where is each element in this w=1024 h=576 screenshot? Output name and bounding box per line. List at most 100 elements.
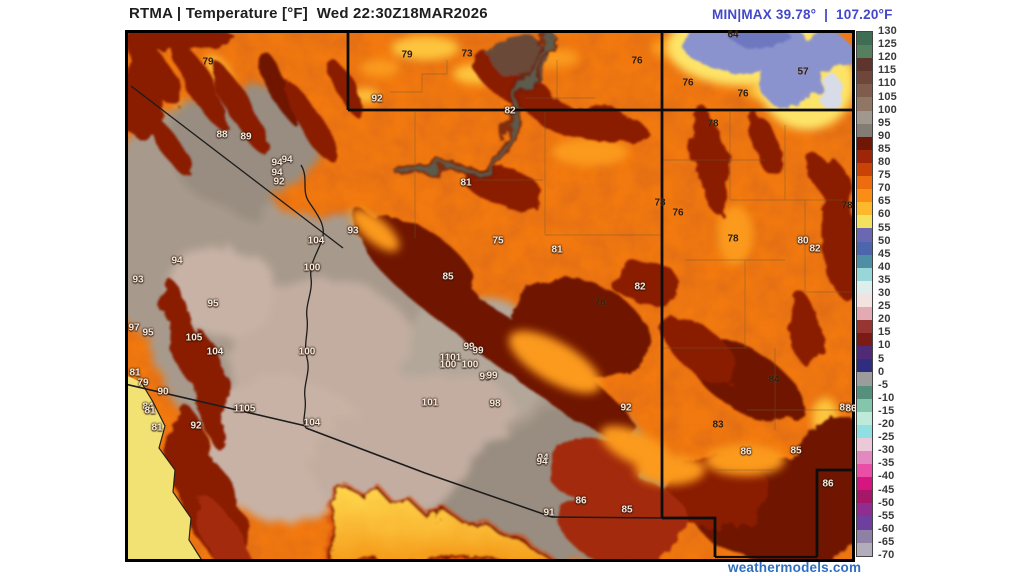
colorbar-segment xyxy=(857,97,872,111)
temperature-label: 95 xyxy=(142,327,154,339)
map-frame xyxy=(125,30,855,562)
colorbar-segment xyxy=(857,123,872,137)
colorbar xyxy=(856,31,873,557)
temperature-labels: 79 79 73 92 88 89 94 94 94 92 81 93 104 100 94 95 93 85 64… xyxy=(125,30,855,562)
colorbar-ticks: 130 125 120 115 110 105 100 95 90 85 80 75 70 65 60 55 5… xyxy=(878,25,918,561)
temperature-label: 100 xyxy=(303,262,321,274)
temperature-label: 92 xyxy=(190,420,202,432)
temperature-label: 99 xyxy=(486,370,498,382)
colorbar-segment xyxy=(857,529,872,543)
colorbar-tick: 100 xyxy=(878,103,897,116)
temperature-label: 78 xyxy=(594,297,606,309)
colorbar-segment xyxy=(857,398,872,412)
temperature-label: 85 xyxy=(790,445,802,457)
temperature-label: 78 xyxy=(707,118,719,130)
colorbar-tick: 20 xyxy=(878,313,891,326)
colorbar-tick: 90 xyxy=(878,129,891,142)
temperature-label: 86 xyxy=(575,495,587,507)
colorbar-tick: 125 xyxy=(878,38,897,51)
temperature-label: 91 xyxy=(543,507,555,519)
temperature-label: 94 xyxy=(271,167,283,179)
colorbar-segment xyxy=(857,176,872,190)
colorbar-tick: 95 xyxy=(878,116,891,129)
temperature-label: 81 xyxy=(151,422,163,434)
colorbar-tick: 45 xyxy=(878,247,891,260)
colorbar-segment xyxy=(857,136,872,150)
colorbar-segment xyxy=(857,241,872,255)
colorbar-segment xyxy=(857,254,872,268)
colorbar-tick: 120 xyxy=(878,51,897,64)
watermark-link[interactable]: weathermodels.com xyxy=(728,560,862,575)
colorbar-segment xyxy=(857,451,872,465)
temperature-label: 101 xyxy=(439,352,457,364)
colorbar-tick: 15 xyxy=(878,326,891,339)
temperature-label: 100 xyxy=(439,359,457,371)
temperature-label: 82 xyxy=(504,105,516,117)
colorbar-tick: -70 xyxy=(878,549,895,561)
colorbar-segment xyxy=(857,411,872,425)
temperature-label: 86 xyxy=(845,403,855,415)
temperature-label: 79 xyxy=(202,56,214,68)
temperature-label: 97 xyxy=(128,322,140,334)
colorbar-tick: -10 xyxy=(878,391,895,404)
canyon xyxy=(390,30,557,177)
temperature-label: 85 xyxy=(442,271,454,283)
temperature-label: 92 xyxy=(371,93,383,105)
temperature-label: 76 xyxy=(682,77,694,89)
water-layer xyxy=(125,375,563,562)
temperature-label: 98 xyxy=(489,398,501,410)
temperature-label: 78 xyxy=(841,200,853,212)
colorbar-tick: -55 xyxy=(878,509,895,522)
minmax-readout: MIN|MAX 39.78° | 107.20°F xyxy=(712,7,893,22)
colorbar-segment xyxy=(857,306,872,321)
colorbar-segment xyxy=(857,503,872,517)
colorbar-tick: 50 xyxy=(878,234,891,247)
temperature-label: 76 xyxy=(737,88,749,100)
colorbar-segment xyxy=(857,110,872,124)
temperature-label: 81 xyxy=(144,405,156,417)
colorbar-segment xyxy=(857,346,872,360)
colorbar-segment xyxy=(857,45,872,59)
temperature-label: 99 xyxy=(479,371,491,383)
colorbar-segment xyxy=(857,490,872,504)
colorbar-segment xyxy=(857,58,872,72)
colorbar-tick: -45 xyxy=(878,483,895,496)
temperature-label: 104 xyxy=(303,417,321,429)
temperature-label: 86 xyxy=(839,402,851,414)
temperature-label: 105 xyxy=(185,332,203,344)
temperature-label: 79 xyxy=(137,377,149,389)
temperature-label: 92 xyxy=(273,176,285,188)
colorbar-segment xyxy=(857,542,872,556)
colorbar-segment xyxy=(857,228,872,242)
colorbar-segment xyxy=(857,267,872,281)
colorbar-tick: -50 xyxy=(878,496,895,509)
temperature-label: 93 xyxy=(132,274,144,286)
temperature-label: 95 xyxy=(207,298,219,310)
temperature-label: 73 xyxy=(461,48,473,60)
temperature-label: 94 xyxy=(171,255,183,267)
colorbar-segment xyxy=(857,437,872,451)
temperature-label: 86 xyxy=(740,446,752,458)
temperature-label: 100 xyxy=(461,359,479,371)
temperature-label: 81 xyxy=(460,177,472,189)
temperature-label: 57 xyxy=(797,66,809,78)
colorbar-segment xyxy=(857,202,872,216)
temperature-label: 88 xyxy=(216,129,228,141)
colorbar-tick: -15 xyxy=(878,404,895,417)
colorbar-segment xyxy=(857,162,872,177)
colorbar-tick: 60 xyxy=(878,208,891,221)
temperature-label: 80 xyxy=(797,235,809,247)
temperature-label: 105 xyxy=(238,403,256,415)
colorbar-segment xyxy=(857,189,872,203)
orange-fringe-layer xyxy=(350,208,785,485)
state-borders xyxy=(125,85,663,519)
temperature-label: 94 xyxy=(281,154,293,166)
colorbar-segment xyxy=(857,424,872,438)
colorbar-segment xyxy=(857,149,872,163)
colorbar-segment xyxy=(857,84,872,98)
colorbar-tick: 10 xyxy=(878,339,891,352)
temperature-label: 79 xyxy=(401,49,413,61)
temperature-label: 101 xyxy=(444,352,462,364)
colorbar-tick: 40 xyxy=(878,260,891,273)
temperature-label: 99 xyxy=(463,341,475,353)
